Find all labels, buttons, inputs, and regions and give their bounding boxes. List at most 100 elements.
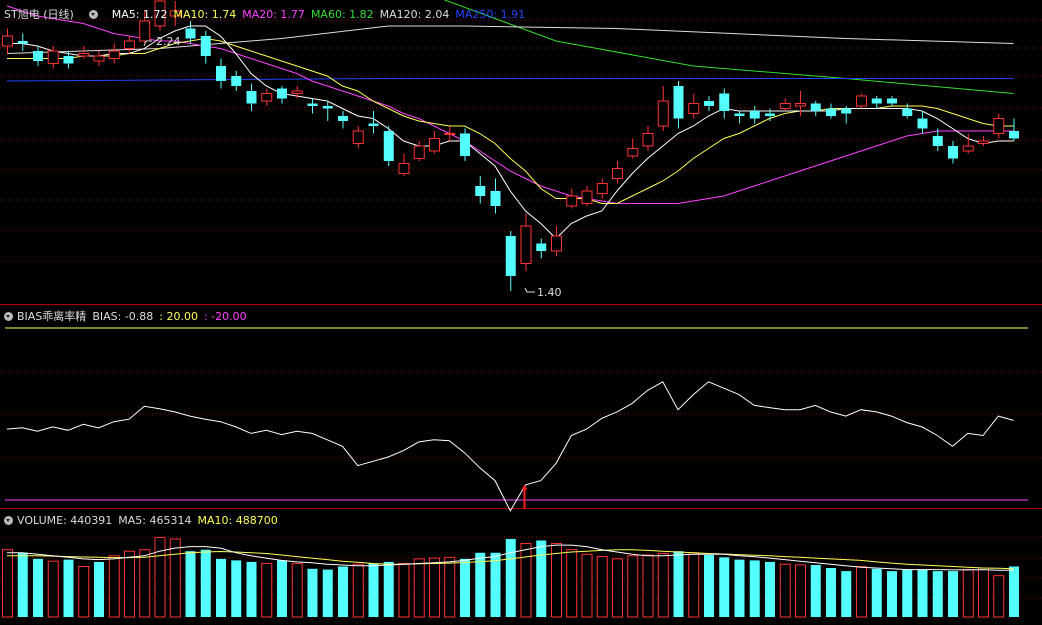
dropdown-icon[interactable] [89, 10, 99, 19]
candle-down [704, 101, 714, 106]
candle-down [871, 98, 882, 104]
candle-down [33, 51, 43, 61]
volume-bar-down [231, 560, 242, 617]
candle-up [642, 133, 654, 147]
volume-bar-down [932, 571, 943, 617]
volume-bar-down [246, 561, 257, 617]
volume-bar-up [551, 543, 562, 618]
volume-bar-up [520, 543, 532, 618]
volume-bar-down [33, 558, 43, 617]
candle-up [978, 140, 989, 144]
ma-legend-item: MA60: 1.82 [310, 8, 374, 21]
volume-bar-up [856, 566, 867, 618]
candle-up [688, 103, 700, 114]
high-arrow [143, 40, 152, 47]
volume-bar-down [673, 551, 684, 617]
candle-up [154, 0, 166, 27]
candle-up [779, 103, 791, 109]
candle-down [917, 118, 928, 129]
volume-bar-down [917, 569, 928, 617]
candle-down [460, 133, 470, 156]
candle-down [216, 66, 226, 81]
volume-ma5: MA5: 465314 [118, 514, 192, 527]
candle-down [307, 103, 318, 106]
candle-up [596, 183, 608, 194]
candle-up [93, 55, 105, 62]
ma-legend-item: MA250: 1.91 [455, 8, 526, 21]
candle-down [673, 86, 684, 119]
candle-down [490, 191, 501, 206]
candle-down [948, 146, 958, 159]
volume-bar-down [887, 571, 897, 617]
candle-up [581, 190, 593, 204]
ma-legend-item: MA5: 1.72 [111, 8, 168, 21]
candle-down [200, 36, 211, 56]
volume-bar-down [810, 564, 821, 617]
volume-bar-up [627, 555, 639, 618]
volume-bar-up [978, 567, 989, 618]
volume-bar-up [581, 553, 593, 618]
volume-layer [2, 536, 1019, 618]
candle-down [1009, 131, 1019, 139]
candle-up [795, 103, 806, 107]
candle-up [429, 138, 440, 152]
candle-down [368, 123, 379, 126]
ma60-line [443, 0, 1014, 94]
ma-legend-item: MA20: 1.77 [242, 8, 305, 21]
volume-ma10: MA10: 488700 [197, 514, 278, 527]
volume-panel-header: VOLUME: 440391 MA5: 465314 MA10: 488700 [4, 514, 284, 528]
candle-down [810, 103, 821, 111]
volume-bar-up [444, 556, 456, 618]
ma-legend-item: MA10: 1.74 [173, 8, 237, 21]
volume-bar-down [734, 559, 745, 617]
dropdown-icon[interactable] [4, 516, 13, 525]
volume-bar-down [94, 561, 104, 617]
volume-value: VOLUME: 440391 [17, 514, 113, 527]
volume-bar-down [338, 566, 348, 617]
candle-up [612, 168, 623, 179]
volume-bar-up [657, 553, 669, 618]
volume-bar-down [505, 538, 516, 617]
volume-bar-up [795, 564, 806, 618]
candle-down [338, 116, 348, 121]
candle-down [17, 41, 28, 44]
stock-name: ST旭电 (日线) [4, 8, 74, 21]
volume-bar-up [124, 550, 135, 618]
candle-up [657, 100, 669, 127]
candle-down [246, 91, 257, 104]
volume-bar-down [383, 561, 394, 617]
volume-bar-up [169, 538, 181, 618]
volume-bar-down [826, 568, 836, 617]
low-arrow [524, 287, 535, 293]
candle-up [2, 35, 13, 47]
candle-down [383, 131, 394, 161]
volume-bar-down [902, 569, 913, 617]
volume-bar-down [719, 557, 730, 617]
candle-up [856, 95, 867, 107]
candle-down [765, 113, 775, 116]
volume-bar-up [78, 566, 90, 618]
volume-bar-up [566, 549, 578, 618]
dropdown-icon[interactable] [4, 312, 13, 321]
volume-bar-up [291, 562, 303, 618]
candle-up [291, 90, 303, 94]
volume-bar-down [1009, 566, 1019, 617]
volume-bar-up [993, 575, 1005, 618]
volume-bar-up [688, 552, 700, 618]
volume-bar-down [17, 552, 28, 617]
candle-up [566, 195, 578, 207]
candle-down [826, 108, 836, 116]
volume-bar-up [139, 549, 151, 618]
ma120-line [6, 25, 1014, 54]
volume-bar-up [261, 562, 273, 618]
bias-upper-band: : 20.00 [159, 310, 198, 323]
candle-down [231, 76, 242, 86]
ma-lines-layer [6, 0, 1014, 240]
ma-menu[interactable] [89, 8, 102, 21]
volume-ma5-line [7, 544, 1014, 571]
volume-bar-down [63, 559, 74, 617]
volume-bar-down [490, 552, 501, 617]
volume-bar-down [216, 558, 226, 617]
volume-bar-up [962, 569, 974, 618]
